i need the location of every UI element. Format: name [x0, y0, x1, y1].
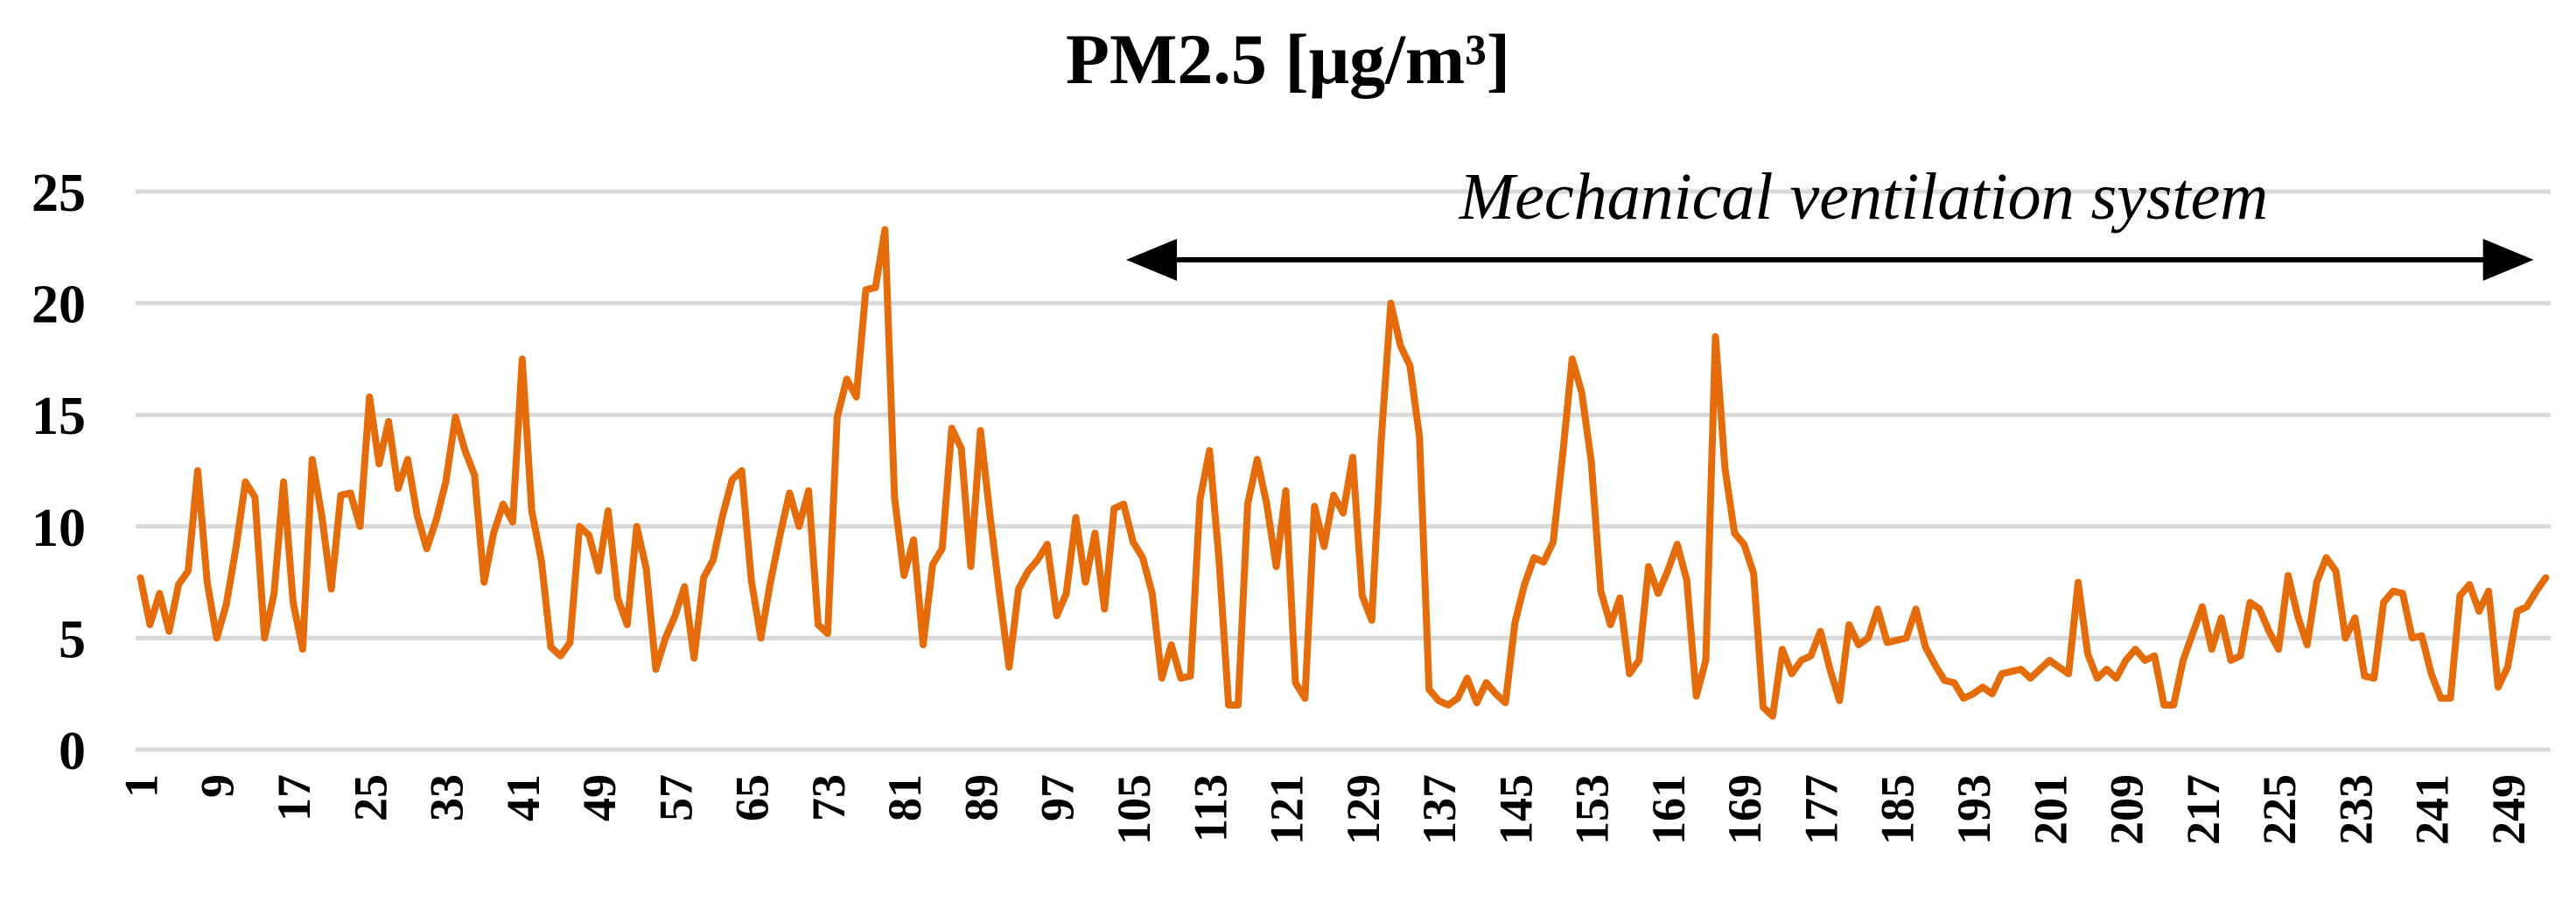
- chart-title: PM2.5 [μg/m³]: [1066, 19, 1510, 99]
- x-tick-label: 73: [802, 774, 855, 821]
- x-tick-label: 121: [1261, 774, 1313, 845]
- x-tick-label: 113: [1184, 774, 1236, 842]
- x-tick-label: 209: [2101, 774, 2153, 845]
- x-tick-label: 105: [1108, 774, 1160, 845]
- x-tick-label: 49: [573, 774, 626, 821]
- pm25-series-line: [136, 226, 2550, 720]
- x-tick-label: 33: [421, 774, 473, 821]
- x-tick-label: 185: [1872, 774, 1924, 845]
- x-tick-label: 57: [649, 774, 702, 821]
- x-tick-label: 65: [726, 774, 779, 821]
- x-tick-label: 1: [115, 774, 167, 798]
- x-tick-label: 169: [1718, 774, 1771, 845]
- x-tick-label: 241: [2406, 774, 2459, 845]
- y-tick-label: 0: [59, 722, 86, 781]
- x-tick-label: 145: [1489, 774, 1542, 845]
- x-tick-label: 41: [497, 774, 550, 821]
- x-tick-label: 217: [2177, 774, 2230, 845]
- y-tick-label: 20: [32, 276, 86, 335]
- x-tick-label: 9: [192, 774, 244, 798]
- y-tick-label: 25: [32, 164, 86, 223]
- x-axis-tick-labels: 1 9 17 25 33 41 49 57 65 73 81 89 97 105 113 121 129 137 1…: [115, 774, 2534, 845]
- y-tick-label: 5: [59, 610, 86, 669]
- y-tick-label: 10: [32, 499, 86, 558]
- x-tick-label: 137: [1413, 774, 1466, 845]
- y-tick-label: 15: [32, 387, 86, 446]
- x-tick-label: 17: [268, 774, 320, 821]
- x-tick-label: 201: [2024, 774, 2076, 845]
- x-tick-label: 225: [2253, 774, 2306, 845]
- arrowhead-right-icon: [2482, 239, 2534, 281]
- x-tick-label: 177: [1795, 774, 1847, 845]
- x-tick-label: 233: [2329, 774, 2382, 845]
- x-tick-label: 153: [1566, 774, 1619, 845]
- x-tick-label: 81: [878, 774, 931, 821]
- x-tick-label: 129: [1337, 774, 1390, 845]
- x-tick-label: 193: [1948, 774, 2000, 845]
- arrowhead-left-icon: [1126, 239, 1177, 281]
- x-tick-label: 97: [1032, 774, 1084, 821]
- x-tick-label: 89: [955, 774, 1007, 821]
- y-axis-tick-labels: 0 5 10 15 20 25: [32, 164, 86, 781]
- x-tick-label: 25: [344, 774, 396, 821]
- ventilation-annotation: Mechanical ventilation system: [1126, 160, 2534, 281]
- x-tick-label: 161: [1642, 774, 1695, 845]
- annotation-label: Mechanical ventilation system: [1459, 160, 2268, 234]
- x-tick-label: 249: [2482, 774, 2535, 845]
- gridlines: [136, 189, 2551, 752]
